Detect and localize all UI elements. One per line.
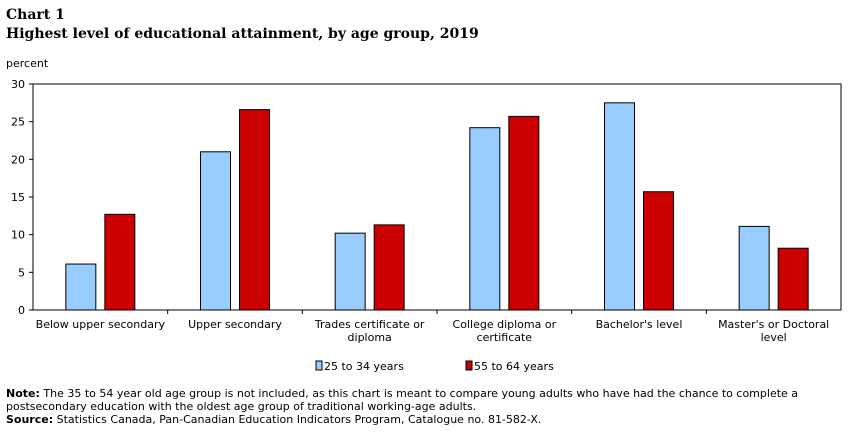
y-tick-label: 15 [11,191,25,204]
note-text: The 35 to 54 year old age group is not i… [6,387,799,413]
bar [469,127,501,311]
note-line: Note: The 35 to 54 year old age group is… [6,387,846,413]
x-tick-label: Master's or Doctoral level [718,318,829,344]
y-axis-label: percent [6,57,49,70]
legend-swatch [315,360,323,371]
y-tick-label: 30 [11,78,25,91]
chart-label: Chart 1 [6,7,65,23]
chart-notes: Note: The 35 to 54 year old age group is… [6,387,846,426]
bar [65,263,97,311]
source-line: Source: Statistics Canada, Pan-Canadian … [6,413,846,426]
x-tick-label: Trades certificate or diploma [314,318,425,344]
bar [643,191,674,311]
bar [777,247,809,311]
x-tick-label: Bachelor's level [596,318,683,331]
legend-label: 55 to 64 years [474,360,554,373]
x-tick-label: Upper secondary [188,318,282,331]
plot-frame [32,83,842,311]
x-tick-label: College diploma or certificate [453,318,557,344]
note-label: Note: [6,387,40,400]
y-tick-label: 0 [18,304,25,317]
bar [508,115,540,311]
bar [738,225,770,311]
bar [604,102,635,311]
bar [334,232,366,311]
bar [239,109,270,311]
y-tick-label: 25 [11,116,25,129]
legend-swatch [465,360,473,371]
bar [200,151,231,311]
x-tick-label: Below upper secondary [36,318,166,331]
bar [373,224,405,311]
y-tick-label: 5 [18,266,25,279]
y-tick-label: 10 [11,229,25,242]
source-text: Statistics Canada, Pan-Canadian Educatio… [56,413,542,426]
legend-label: 25 to 34 years [324,360,404,373]
y-tick-label: 20 [11,153,25,166]
source-label: Source: [6,413,54,426]
bar [104,213,136,311]
chart-title: Highest level of educational attainment,… [6,26,479,42]
